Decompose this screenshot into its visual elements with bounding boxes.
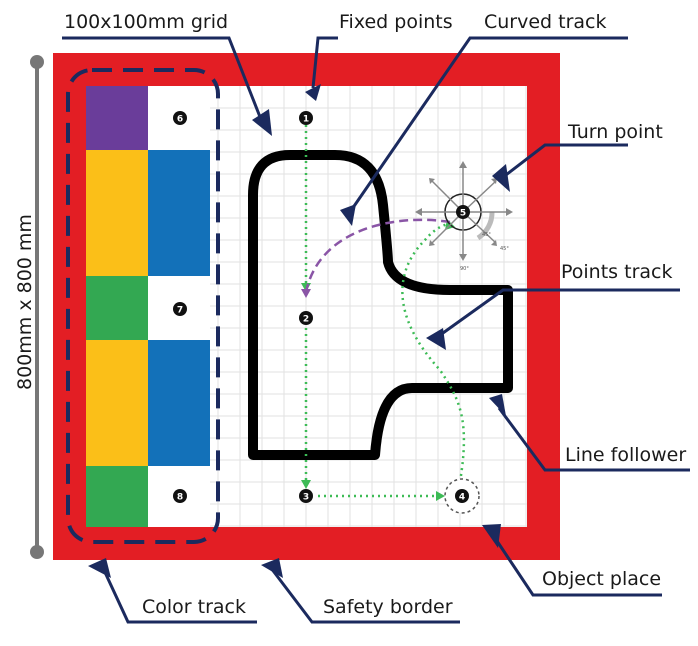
fixed-points-label: Fixed points bbox=[339, 11, 453, 33]
color-cell bbox=[86, 466, 148, 527]
point-marker bbox=[173, 302, 187, 316]
color-track-label: Color track bbox=[142, 596, 246, 618]
point-marker bbox=[299, 489, 313, 503]
safety-border-label: Safety border bbox=[323, 596, 453, 618]
color-cell bbox=[86, 86, 148, 150]
point-label: 5 bbox=[460, 209, 466, 219]
leader-lines bbox=[62, 36, 690, 624]
color-cell bbox=[148, 402, 210, 466]
point-marker bbox=[456, 205, 470, 219]
color-cell bbox=[148, 150, 210, 214]
dimension-label: 800mm x 800 mm bbox=[14, 214, 36, 390]
point-6: 6 bbox=[173, 111, 187, 125]
color-track bbox=[86, 86, 210, 527]
angle-label: 90° bbox=[460, 266, 469, 272]
line-follower-label: Line follower bbox=[565, 444, 687, 466]
line-follower-track bbox=[248, 150, 513, 460]
angle-label: 45° bbox=[482, 232, 491, 238]
point-label: 8 bbox=[177, 493, 183, 503]
point-marker bbox=[299, 111, 313, 125]
curved-track-label: Curved track bbox=[484, 11, 607, 33]
point-7: 7 bbox=[173, 302, 187, 316]
point-5: 5 bbox=[456, 205, 470, 219]
point-2: 2 bbox=[299, 311, 313, 325]
point-label: 3 bbox=[303, 493, 309, 503]
color-cell bbox=[86, 276, 148, 340]
color-cell bbox=[86, 402, 148, 466]
point-marker bbox=[455, 489, 469, 503]
color-track-outline bbox=[66, 68, 220, 544]
color-cell bbox=[86, 340, 148, 402]
point-4: 4 bbox=[455, 489, 469, 503]
point-8: 8 bbox=[173, 489, 187, 503]
point-marker bbox=[173, 111, 187, 125]
point-1: 1 bbox=[299, 111, 313, 125]
dimension-bar bbox=[30, 55, 44, 559]
turn-point-compass: 45° 90° 45° bbox=[415, 161, 513, 272]
numbered-points: 1 2 3 4 5 6 7 8 bbox=[173, 111, 470, 503]
point-label: 4 bbox=[459, 493, 465, 503]
point-label: 1 bbox=[303, 115, 309, 125]
point-label: 6 bbox=[177, 115, 183, 125]
point-label: 2 bbox=[303, 315, 309, 325]
point-label: 7 bbox=[177, 306, 183, 316]
color-cell bbox=[148, 214, 210, 276]
points-track bbox=[304, 125, 466, 498]
point-3: 3 bbox=[299, 489, 313, 503]
point-marker bbox=[299, 311, 313, 325]
curved-track bbox=[304, 218, 451, 293]
grid-label: 100x100mm grid bbox=[64, 11, 229, 33]
angle-label: 45° bbox=[500, 246, 509, 252]
color-cell bbox=[86, 214, 148, 276]
color-cell bbox=[148, 340, 210, 402]
color-cell bbox=[86, 150, 148, 214]
point-marker bbox=[173, 489, 187, 503]
pointer-tips bbox=[88, 84, 510, 578]
object-place-label: Object place bbox=[542, 568, 662, 590]
turn-point-label: Turn point bbox=[568, 121, 663, 143]
points-track-label: Points track bbox=[561, 261, 673, 283]
